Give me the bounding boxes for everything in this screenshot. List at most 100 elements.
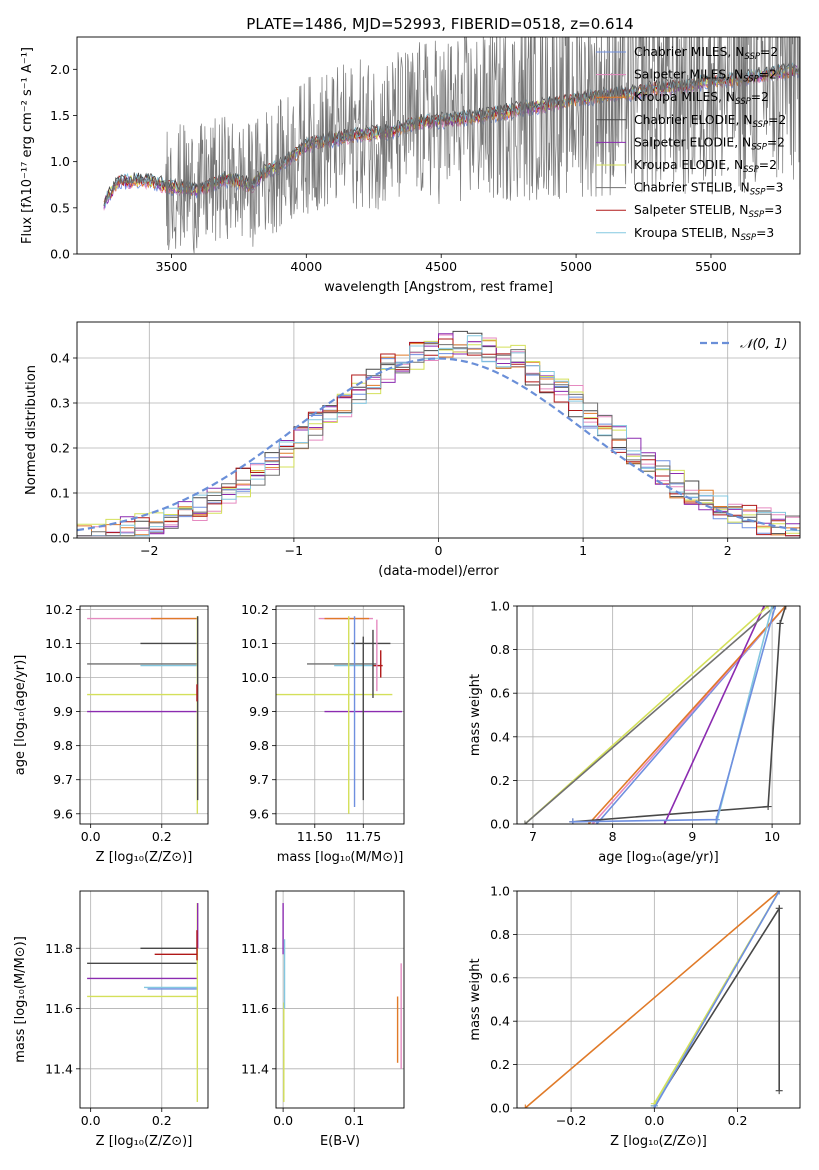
x-axis-label: Z [log₁₀(Z/Z⊙)] — [610, 1134, 707, 1149]
y-tick-label: 9.8 — [53, 738, 73, 753]
data-point-marker — [782, 606, 790, 610]
data-point-marker — [775, 891, 783, 895]
legend-label: Kroupa MILES, NSSP=2 — [634, 90, 769, 107]
data-point-marker — [775, 904, 783, 912]
y-tick-label: 11.4 — [45, 1061, 73, 1076]
legend-label: Kroupa ELODIE, NSSP=2 — [634, 158, 777, 175]
legend-label: Chabrier STELIB, NSSP=3 — [634, 181, 784, 198]
y-tick-label: 11.8 — [45, 941, 73, 956]
cumulative-mass-line — [524, 891, 780, 1108]
axes-frame — [516, 890, 801, 1109]
y-axis-label: mass [log₁₀(M/M⊙)] — [13, 936, 28, 1063]
y-tick-label: 1.0 — [490, 884, 510, 899]
y-tick-label: 0.3 — [50, 396, 70, 411]
data-point-marker — [521, 820, 529, 824]
x-tick-label: 0.2 — [152, 1113, 172, 1128]
mass_vs_ebv-axes: 0.0 0.1 11.4 11.6 11.8 E(B-V) — [241, 891, 404, 1149]
x-tick-label: 0 — [435, 543, 443, 558]
axes-frame — [275, 605, 405, 825]
spectrum-plot-area — [103, 37, 800, 254]
y-tick-label: 1.5 — [50, 108, 70, 123]
y-tick-label: 0.8 — [490, 927, 510, 942]
legend-label: Salpeter ELODIE, NSSP=2 — [634, 135, 785, 152]
y-tick-label: 0.0 — [490, 1101, 510, 1116]
x-tick-label: 1 — [579, 543, 587, 558]
cumulative-mass-line — [572, 606, 777, 823]
y-tick-label: 10.1 — [45, 636, 73, 651]
x-tick-label: 0.2 — [728, 1113, 748, 1128]
y-tick-label: 0.0 — [50, 531, 70, 546]
x-axis-label: Z [log₁₀(Z/Z⊙)] — [96, 850, 193, 865]
data-point-marker — [660, 820, 668, 824]
x-axis-label: Z [log₁₀(Z/Z⊙)] — [96, 1134, 193, 1149]
y-tick-label: 0.2 — [490, 773, 510, 788]
mass_weight_vs_age-axes: 7 8 9 10 0.0 0.2 0.4 0.6 0.8 1.0 age [log₁₀(age/yr… — [468, 599, 800, 865]
x-axis-label: (data-model)/error — [378, 564, 499, 579]
y-tick-label: 11.8 — [241, 941, 269, 956]
data-point-marker — [768, 606, 776, 610]
axes-frame — [76, 36, 801, 255]
x-tick-label: 5500 — [695, 259, 727, 274]
data-point-marker — [712, 816, 720, 824]
mass_vs_ebv-plot-area — [282, 903, 402, 1102]
y-tick-label: 9.7 — [53, 772, 73, 787]
residual-histogram-step — [77, 341, 800, 537]
x-tick-label: 0.0 — [81, 829, 101, 844]
axes-frame — [516, 605, 801, 825]
x-axis-label: wavelength [Angstrom, rest frame] — [324, 280, 553, 295]
x-tick-label: 11.75 — [345, 829, 381, 844]
spectrum-axes: 3500 4000 4500 5000 5500 0.0 0.5 1.0 1.5 2.0 wavel… — [20, 47, 727, 295]
x-tick-label: 2 — [724, 543, 732, 558]
axes-frame — [76, 321, 801, 539]
age_vs_Z-axes: 0.0 0.2 9.6 9.7 9.8 9.9 10.0 10.1 10.2 Z [log₁₀(Z… — [13, 602, 208, 865]
mass_weight_vs_Z-axes: −0.2 0.0 0.2 0.0 0.2 0.4 0.6 0.8 1.0 Z [log₁₀(Z/Z… — [468, 884, 800, 1149]
observed-spectrum-line — [103, 37, 800, 254]
y-tick-label: 10.0 — [45, 670, 73, 685]
cumulative-mass-line — [572, 606, 787, 823]
mass_weight_vs_Z-plot-area — [521, 891, 783, 1108]
cumulative-mass-line — [663, 606, 765, 824]
y-tick-label: 0.4 — [490, 1014, 510, 1029]
y-tick-label: 0.6 — [490, 686, 510, 701]
axes-frame — [79, 890, 209, 1109]
y-tick-label: 9.7 — [249, 772, 269, 787]
y-tick-label: 1.0 — [50, 154, 70, 169]
y-tick-label: 9.9 — [53, 704, 73, 719]
x-tick-label: 0.0 — [81, 1113, 101, 1128]
y-tick-label: 9.9 — [249, 704, 269, 719]
y-tick-label: 10.2 — [45, 602, 73, 617]
legend-label: 𝒩(0, 1) — [740, 337, 787, 352]
x-tick-label: 5000 — [560, 259, 592, 274]
mass_vs_Z-axes: 0.0 0.2 11.4 11.6 11.8 Z [log₁₀(Z/Z⊙)] mass [l… — [13, 891, 208, 1149]
y-tick-label: 0.2 — [490, 1057, 510, 1072]
mass_weight_vs_age-plot-area — [521, 606, 790, 824]
y-tick-label: 0.1 — [50, 486, 70, 501]
age_vs_Z-plot-area — [87, 616, 199, 814]
y-tick-label: 10.1 — [241, 636, 269, 651]
x-tick-label: 0.0 — [273, 1113, 293, 1128]
x-axis-label: mass [log₁₀(M/M⊙)] — [277, 850, 404, 865]
x-tick-label: 7 — [529, 829, 537, 844]
y-axis-label: Flux [fλ10⁻¹⁷ erg cm⁻² s⁻¹ A⁻¹] — [20, 47, 35, 244]
y-tick-label: 0.4 — [490, 729, 510, 744]
spectrum-legend: Chabrier MILES, NSSP=2 Salpeter MILES, NS… — [596, 45, 786, 243]
y-tick-label: 9.6 — [53, 806, 73, 821]
figure-title: PLATE=1486, MJD=52993, FIBERID=0518, z=0… — [246, 15, 633, 33]
x-tick-label: 10 — [764, 829, 780, 844]
x-axis-label: E(B-V) — [320, 1134, 360, 1149]
data-point-marker — [776, 619, 784, 627]
data-point-marker — [775, 1087, 783, 1095]
cumulative-mass-line — [524, 606, 776, 824]
data-point-marker — [521, 1104, 529, 1108]
x-tick-label: 11.50 — [297, 829, 333, 844]
x-tick-label: 3500 — [156, 259, 188, 274]
y-tick-label: 10.0 — [241, 670, 269, 685]
cumulative-mass-line — [653, 891, 780, 1108]
legend-label: Kroupa STELIB, NSSP=3 — [634, 226, 774, 243]
y-tick-label: 0.0 — [490, 817, 510, 832]
y-tick-label: 0.2 — [50, 441, 70, 456]
x-tick-label: 0.2 — [152, 829, 172, 844]
y-tick-label: 9.8 — [249, 738, 269, 753]
residual-histogram-step — [77, 343, 800, 537]
